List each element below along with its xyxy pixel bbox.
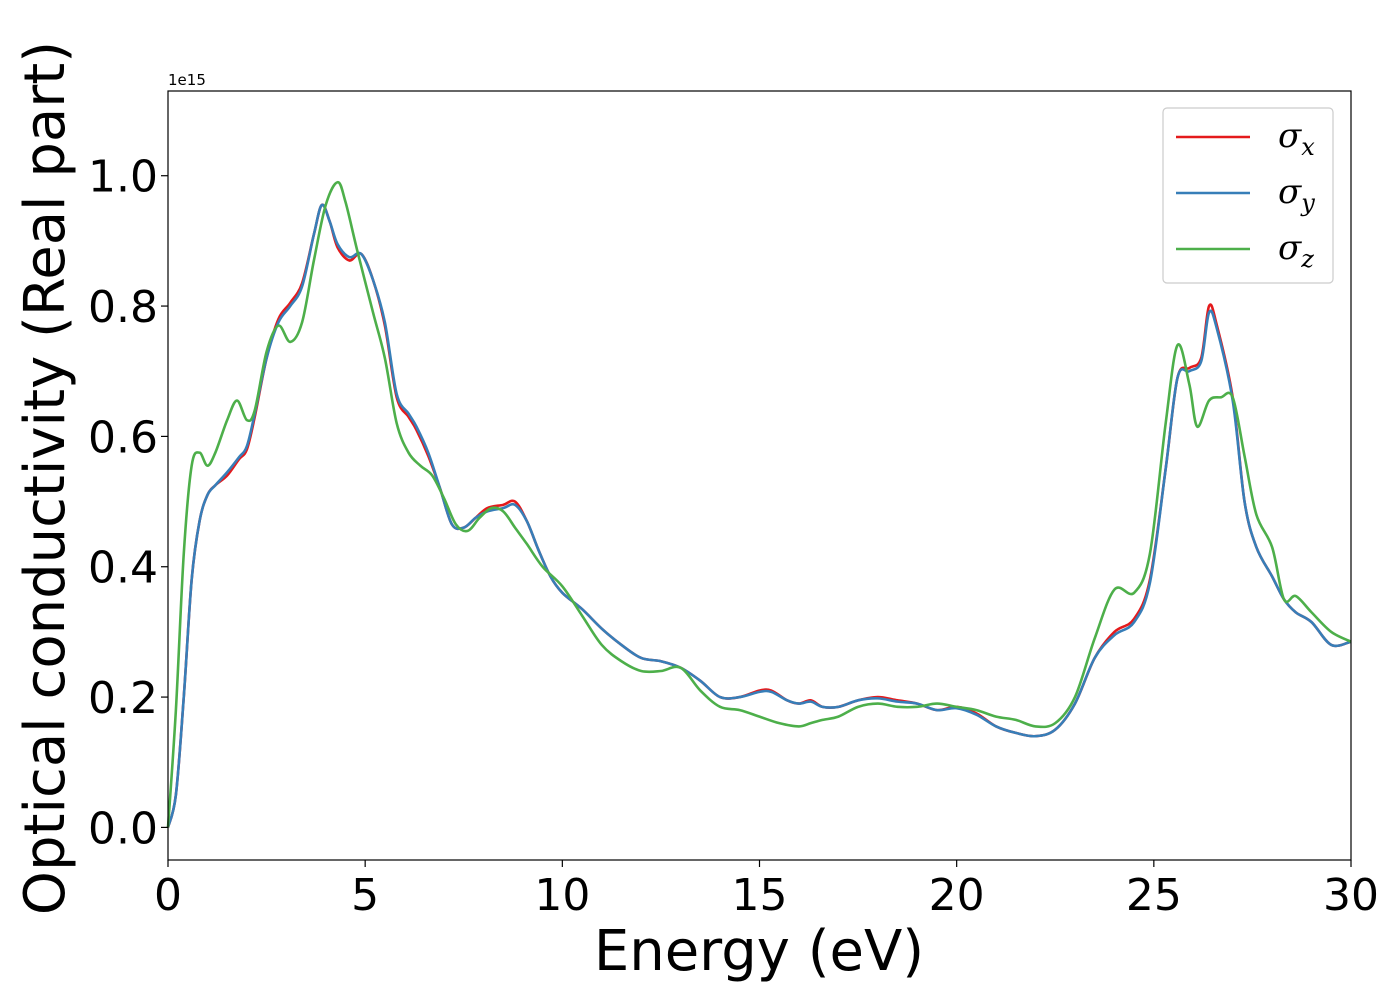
x-tick-label: 20	[929, 870, 985, 921]
y-axis: 0.0 0.2 0.4 0.6 0.8 1.0	[88, 152, 168, 854]
series-line-z	[166, 180, 1352, 828]
x-tick-label: 10	[534, 870, 590, 921]
y-axis-title: Optical conductivity (Real part)	[13, 41, 78, 915]
x-tick-label: 0	[154, 870, 182, 921]
x-axis-title: Energy (eV)	[594, 919, 924, 984]
x-tick-label: 15	[732, 870, 788, 921]
x-tick-label: 30	[1323, 870, 1379, 921]
y-tick-label: 1.0	[88, 152, 158, 203]
x-tick-label: 25	[1126, 870, 1182, 921]
series-layer	[166, 180, 1352, 828]
y-tick-label: 0.8	[88, 282, 158, 333]
x-axis: 0 5 10 15 20 25 30	[154, 860, 1379, 921]
legend-box	[1162, 107, 1334, 284]
x-tick-label: 5	[351, 870, 379, 921]
series-line-y	[166, 203, 1352, 828]
y-tick-label: 0.6	[88, 412, 158, 463]
y-tick-label: 0.4	[88, 543, 158, 594]
y-tick-label: 0.0	[88, 803, 158, 854]
y-offset-text: 1e15	[168, 71, 206, 89]
y-tick-label: 0.2	[88, 673, 158, 724]
